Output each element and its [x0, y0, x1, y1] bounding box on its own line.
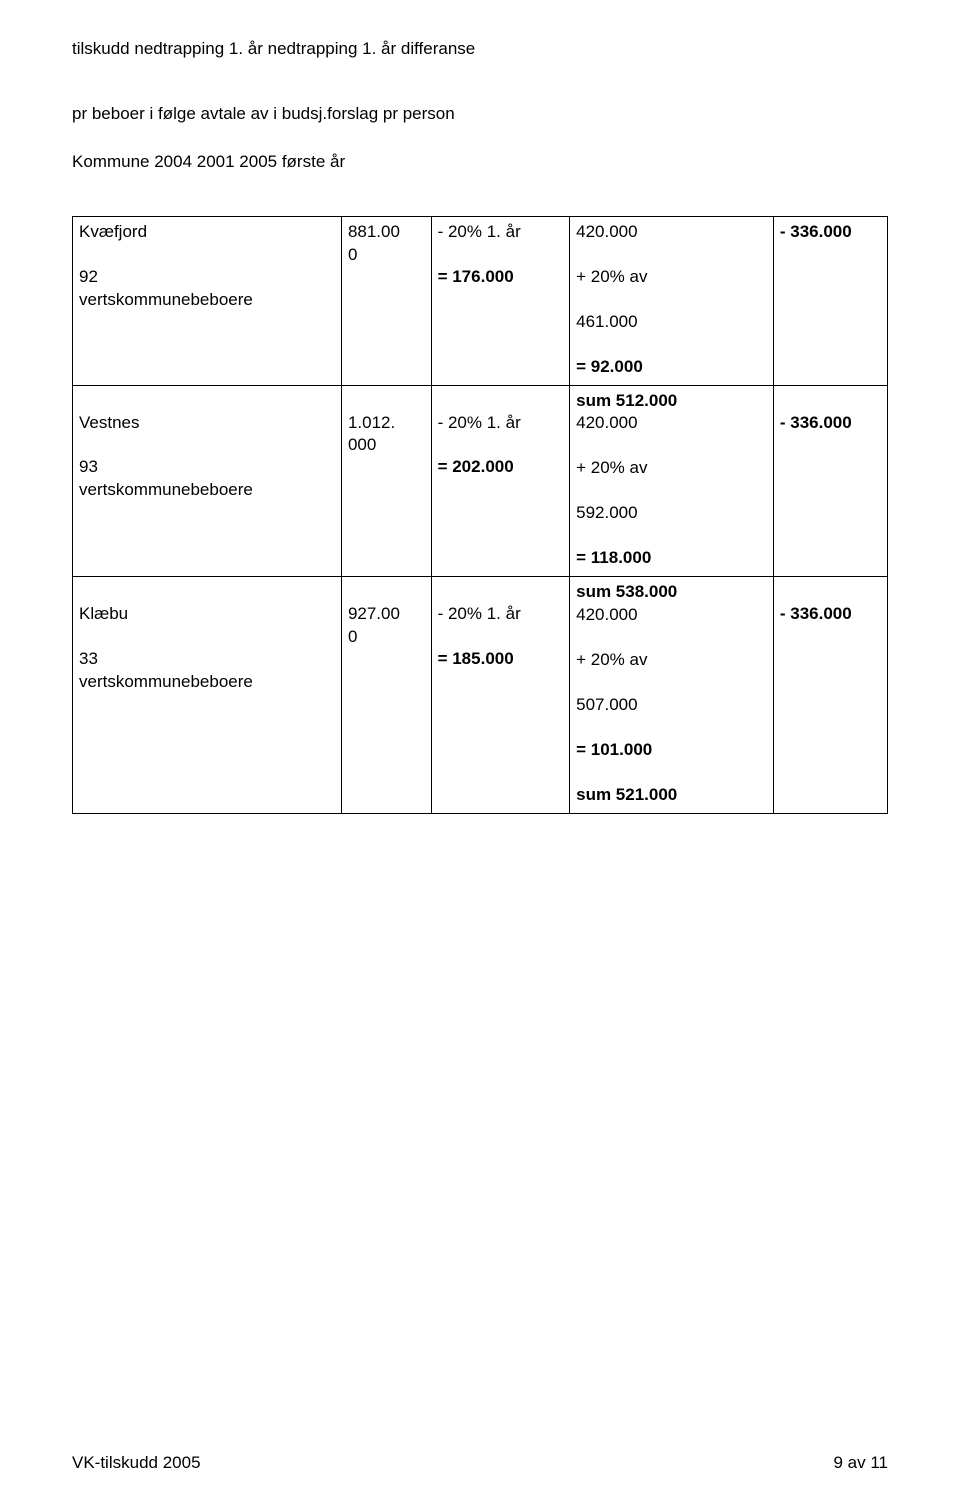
table-row: Klæbu 33 vertskommunebeboere 927.00 0 - … — [73, 577, 888, 814]
page-footer: VK-tilskudd 2005 9 av 11 — [72, 1452, 888, 1473]
eq-mid: = 118.000 — [576, 547, 767, 570]
municipality-name: Klæbu — [79, 603, 335, 626]
pct-label: - 20% 1. år — [438, 412, 564, 435]
pct-label: - 20% 1. år — [438, 603, 564, 626]
sum-label: sum 538.000 — [576, 581, 767, 604]
diff-value: - 336.000 — [780, 603, 881, 626]
eq-mid: = 92.000 — [576, 356, 767, 379]
resident-count: 93 vertskommunebeboere — [79, 456, 335, 502]
sum-label: sum 512.000 — [576, 390, 767, 413]
diff-value: - 336.000 — [780, 412, 881, 435]
val-420: 420.000 — [576, 221, 767, 244]
diff-value: - 336.000 — [773, 216, 887, 385]
table-row: Vestnes 93 vertskommunebeboere 1.012. 00… — [73, 385, 888, 577]
header-lines: tilskudd nedtrapping 1. år nedtrapping 1… — [72, 38, 888, 172]
resident-count: 92 vertskommunebeboere — [79, 266, 335, 312]
eq-value: = 176.000 — [438, 266, 564, 289]
val-420: 420.000 — [576, 412, 767, 435]
resident-count: 33 vertskommunebeboere — [79, 648, 335, 694]
sum-label: sum 521.000 — [576, 784, 767, 807]
plus20-label: + 20% av — [576, 266, 767, 289]
header-line-2: pr beboer i følge avtale av i budsj.fors… — [72, 103, 888, 124]
val-420: 420.000 — [576, 604, 767, 627]
data-table: Kvæfjord 92 vertskommunebeboere 881.00 0… — [72, 216, 888, 814]
municipality-name: Kvæfjord — [79, 221, 335, 244]
pct-label: - 20% 1. år — [438, 221, 564, 244]
footer-right: 9 av 11 — [833, 1452, 888, 1473]
plus20-label: + 20% av — [576, 649, 767, 672]
col2-value: 881.00 0 — [341, 216, 431, 385]
header-line-3: Kommune 2004 2001 2005 første år — [72, 151, 888, 172]
col2-value: 1.012. 000 — [348, 412, 425, 458]
mid-value: 592.000 — [576, 502, 767, 525]
header-line-1: tilskudd nedtrapping 1. år nedtrapping 1… — [72, 38, 888, 59]
plus20-label: + 20% av — [576, 457, 767, 480]
table-row: Kvæfjord 92 vertskommunebeboere 881.00 0… — [73, 216, 888, 385]
page: tilskudd nedtrapping 1. år nedtrapping 1… — [0, 0, 960, 1503]
municipality-name: Vestnes — [79, 412, 335, 435]
eq-mid: = 101.000 — [576, 739, 767, 762]
eq-value: = 202.000 — [438, 456, 564, 479]
mid-value: 461.000 — [576, 311, 767, 334]
eq-value: = 185.000 — [438, 648, 564, 671]
footer-left: VK-tilskudd 2005 — [72, 1452, 201, 1473]
mid-value: 507.000 — [576, 694, 767, 717]
col2-value: 927.00 0 — [348, 603, 425, 649]
